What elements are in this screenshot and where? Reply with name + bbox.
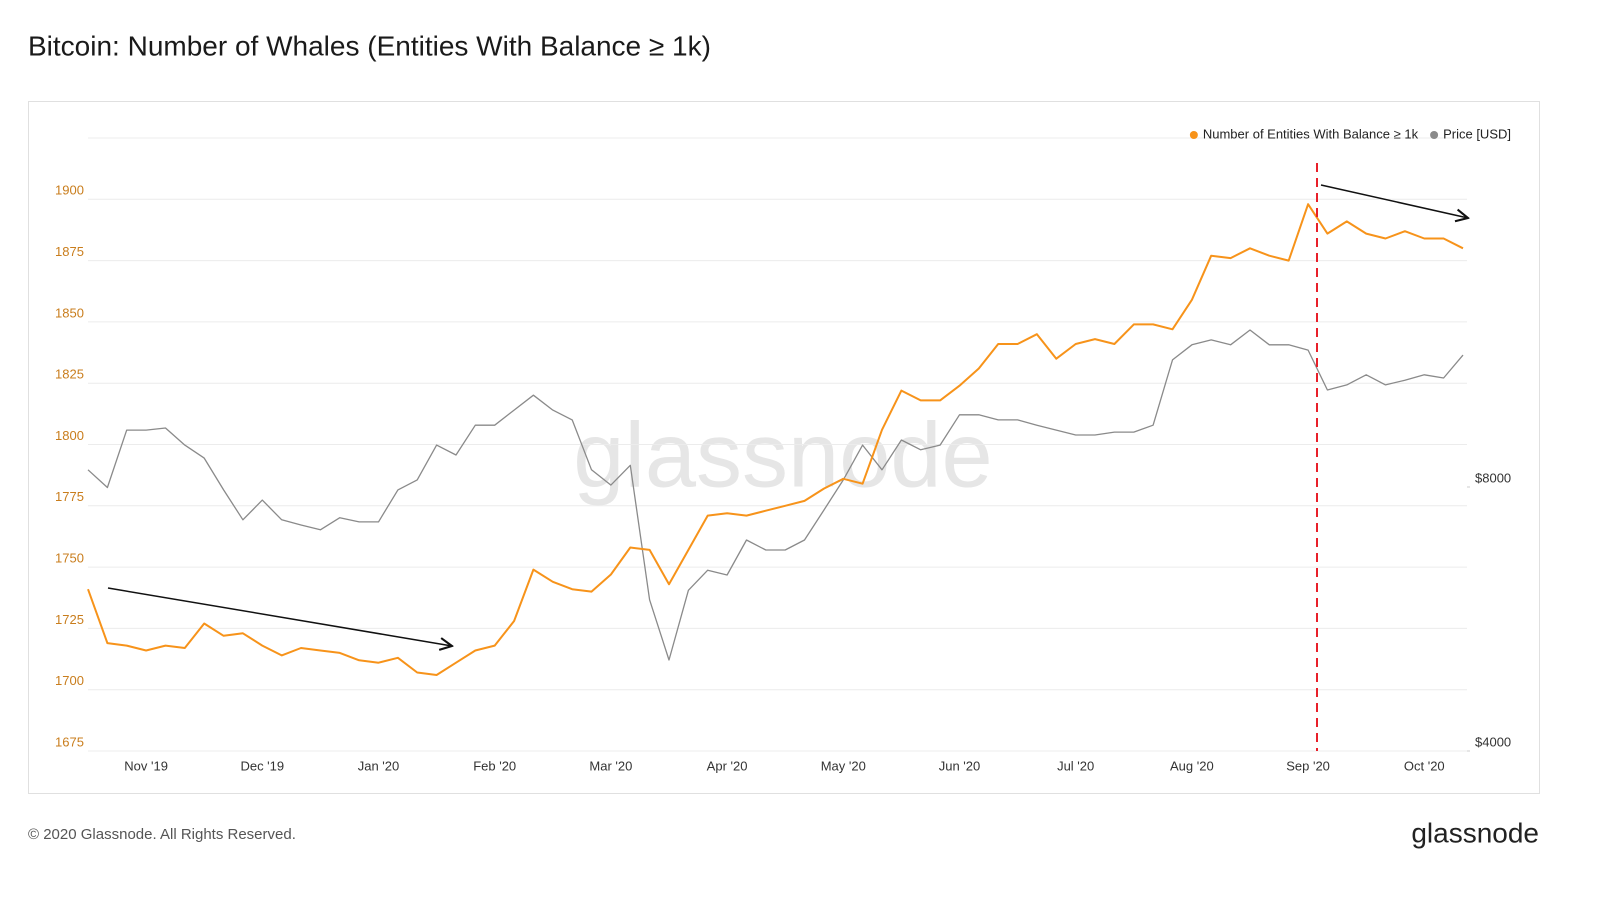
x-tick-label: Mar '20 bbox=[589, 758, 632, 773]
y-tick-label: 1675 bbox=[55, 734, 84, 749]
series-line bbox=[87, 329, 1464, 661]
chart-frame bbox=[28, 101, 1540, 794]
legend-label: Price [USD] bbox=[1443, 126, 1511, 141]
y-tick-label: 1750 bbox=[55, 551, 84, 566]
legend-swatch bbox=[1189, 131, 1198, 139]
x-tick-label: Jan '20 bbox=[358, 758, 400, 773]
legend-label: Number of Entities With Balance ≥ 1k bbox=[1203, 126, 1419, 141]
copyright: © 2020 Glassnode. All Rights Reserved. bbox=[28, 826, 296, 843]
y-tick-label: 1825 bbox=[55, 367, 84, 382]
y2-tick-label: $4000 bbox=[1475, 734, 1511, 749]
lines bbox=[87, 203, 1464, 676]
x-tick-label: Nov '19 bbox=[124, 758, 168, 773]
x-tick-label: Jul '20 bbox=[1057, 758, 1094, 773]
x-tick-label: Feb '20 bbox=[473, 758, 516, 773]
chart-title: Bitcoin: Number of Whales (Entities With… bbox=[28, 30, 711, 61]
y-tick-label: 1800 bbox=[55, 428, 84, 443]
y-tick-label: 1850 bbox=[55, 305, 84, 320]
x-tick-label: Oct '20 bbox=[1404, 758, 1445, 773]
footer-logo: glassnode bbox=[1411, 817, 1539, 848]
y-tick-label: 1700 bbox=[55, 673, 84, 688]
y-tick-label: 1725 bbox=[55, 612, 84, 627]
y-tick-label: 1875 bbox=[55, 244, 84, 259]
y-tick-label: 1900 bbox=[55, 183, 84, 198]
watermark: glassnode bbox=[573, 404, 992, 506]
trend-arrow bbox=[1320, 184, 1468, 218]
x-tick-label: Apr '20 bbox=[707, 758, 748, 773]
x-tick-label: Jun '20 bbox=[939, 758, 981, 773]
x-tick-label: May '20 bbox=[821, 758, 866, 773]
y2-tick-label: $8000 bbox=[1475, 470, 1511, 485]
x-tick-label: Aug '20 bbox=[1170, 758, 1214, 773]
legend-swatch bbox=[1430, 131, 1439, 139]
series-line bbox=[87, 203, 1464, 676]
legend: Price [USD] Number of Entities With Balan… bbox=[1189, 126, 1511, 141]
x-tick-label: Dec '19 bbox=[240, 758, 284, 773]
y-tick-label: 1775 bbox=[55, 489, 84, 504]
x-tick-label: Sep '20 bbox=[1286, 758, 1330, 773]
trend-arrow bbox=[107, 587, 452, 646]
grid: 1675 1700 1725 1750 1775 1800 1825 1850 1875 1900… bbox=[55, 137, 1511, 773]
